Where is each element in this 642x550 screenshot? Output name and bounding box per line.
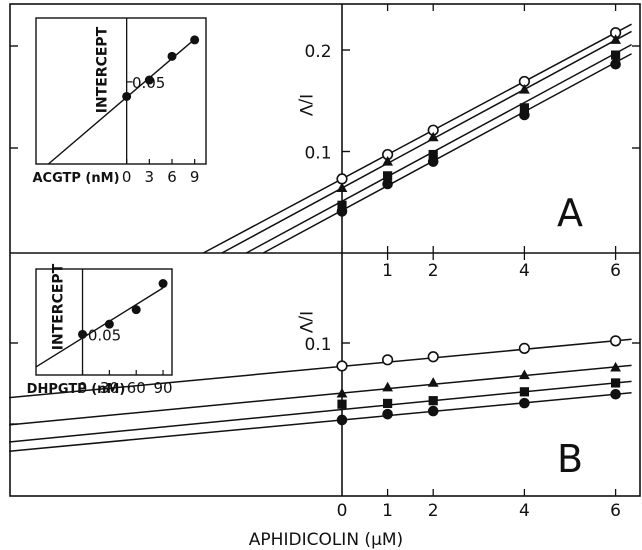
data-point-b-3-1 [382,408,393,420]
data-point-b-1-3 [519,369,530,380]
data-point-a-1-4 [610,34,621,44]
data-point-a-1-1 [382,156,393,166]
x-tick-label-mid-3: 6 [610,261,621,281]
x-tick-label-bottom-2: 2 [428,501,439,521]
panel-label-a: A [557,191,583,235]
data-point-b-2-4 [611,378,621,388]
data-point-b-1-0 [336,387,348,398]
data-point-b-0-4 [609,335,622,347]
inset-x-tick-label-a-3: 9 [190,168,200,186]
inset-x-tick-label-a-0: 0 [122,168,132,186]
inset-point-a-3 [190,35,200,45]
fit-line-a-3 [262,53,632,254]
data-point-a-1-2 [427,131,439,142]
fit-line-b-1 [9,364,632,426]
data-point-b-0-0 [336,360,348,372]
x-tick-label-bottom-3: 4 [519,501,530,521]
inset-x-tick-label-b-0: 0 [78,379,88,397]
fit-line-a-0 [202,23,632,254]
inset-point-b-0 [78,329,88,339]
data-point-a-2-0 [337,200,347,210]
data-point-b-1-4 [610,361,621,372]
fit-line-a-2 [245,43,632,254]
x-tick-label-bottom-4: 6 [610,501,621,521]
data-point-b-1-1 [382,381,393,392]
data-point-a-2-4 [611,50,621,60]
data-point-a-2-2 [428,149,438,160]
data-point-b-0-3 [518,342,531,354]
data-point-a-3-0 [336,206,348,217]
inset-x-label-a: ACGTP (nM) [32,171,119,186]
y-tick-label-a-1: 0.2 [304,42,331,62]
y-tick-label-b-0: 0.1 [304,335,331,355]
inset-point-a-0 [122,91,132,101]
y-axis-label-a: I/V [295,94,315,117]
inset-y-tick-label-b: 0.05 [88,326,121,344]
inset-x-label-b: DHPGTP (nM) [27,382,126,397]
inset-point-b-3 [158,279,168,289]
data-point-a-0-0 [336,173,348,185]
data-point-b-3-3 [519,397,530,409]
data-point-b-3-4 [610,388,621,400]
data-point-b-3-0 [336,414,348,426]
x-tick-label-mid-1: 2 [428,261,439,281]
data-point-b-0-1 [382,354,394,366]
data-point-b-1-2 [427,377,439,387]
inset-x-tick-label-a-1: 3 [145,168,155,186]
fit-line-a-1 [221,30,632,254]
data-point-b-0-2 [427,351,439,363]
x-tick-label-bottom-1: 1 [382,501,393,521]
data-point-b-2-3 [519,387,529,397]
inset-x-tick-label-b-2: 60 [127,379,146,397]
data-point-a-2-1 [383,171,393,181]
x-tick-label-mid-0: 1 [382,261,393,281]
inset-fit-line-b [35,287,164,368]
x-tick-label-mid-2: 4 [519,261,530,281]
x-axis-title: APHIDICOLIN (μM) [249,530,403,550]
inset-x-tick-label-b-1: 30 [100,379,119,397]
data-point-b-2-2 [428,396,438,406]
inset-frame-b [35,268,173,376]
data-point-b-2-1 [383,398,393,409]
data-point-a-1-3 [519,83,530,94]
data-point-b-2-0 [337,399,347,409]
fit-line-b-3 [9,392,632,452]
data-point-b-3-2 [427,405,439,417]
data-point-a-1-0 [336,182,348,193]
data-point-a-3-3 [519,109,530,121]
inset-y-label-a: INTERCEPT [95,26,111,113]
inset-y-label-b: INTERCEPT [51,263,67,350]
figure-frame [9,3,641,497]
inset-x-tick-label-a-2: 6 [167,168,177,186]
inset-point-a-1 [144,75,154,85]
x-tick-label-bottom-0: 0 [337,501,348,521]
panel-label-b: B [557,437,583,481]
inset-point-b-1 [104,319,114,329]
inset-frame-a [35,17,207,165]
y-tick-label-a-0: 0.1 [304,144,331,164]
data-point-a-2-3 [519,103,529,113]
inset-point-b-2 [131,305,141,315]
data-point-a-3-4 [610,58,621,70]
data-point-a-3-2 [427,156,439,167]
y-axis-label-b: I/V [295,311,315,334]
inset-point-a-2 [167,51,177,61]
inset-x-tick-label-b-3: 90 [154,379,173,397]
data-point-a-3-1 [382,178,393,190]
